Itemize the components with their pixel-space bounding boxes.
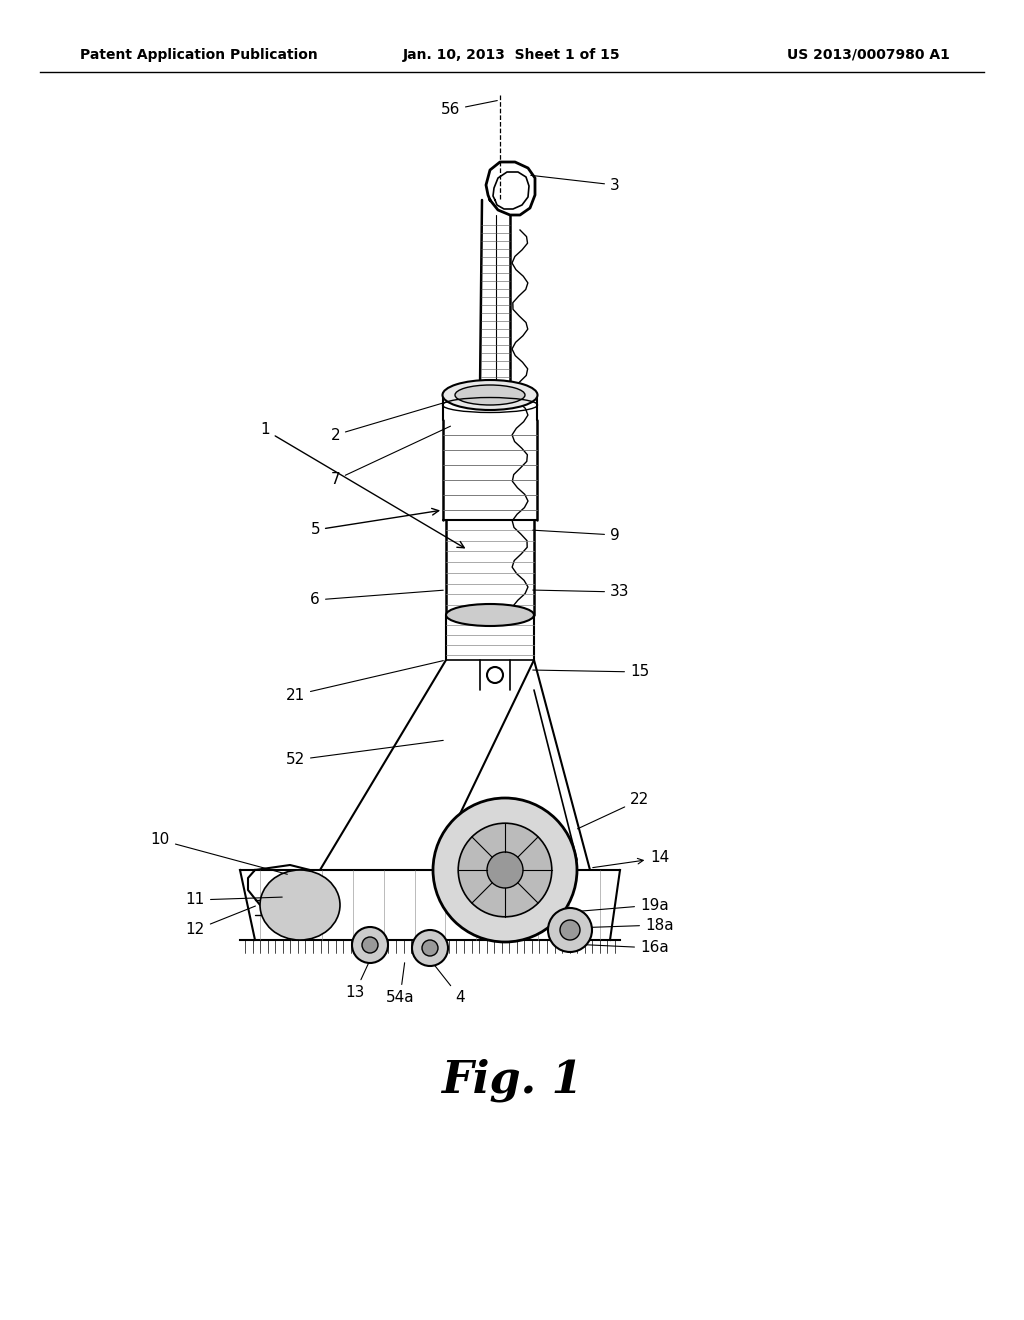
- Circle shape: [487, 667, 503, 682]
- Text: Fig. 1: Fig. 1: [441, 1059, 583, 1102]
- Text: 54a: 54a: [386, 962, 415, 1005]
- Text: 11: 11: [185, 892, 283, 908]
- Circle shape: [487, 851, 523, 888]
- Circle shape: [433, 799, 577, 942]
- Text: 13: 13: [345, 962, 369, 1001]
- Text: 3: 3: [530, 176, 620, 193]
- Text: 7: 7: [331, 426, 451, 487]
- Circle shape: [458, 824, 552, 917]
- Text: 16a: 16a: [572, 940, 669, 956]
- Text: Patent Application Publication: Patent Application Publication: [80, 48, 317, 62]
- Text: 56: 56: [440, 100, 498, 117]
- Ellipse shape: [446, 605, 534, 626]
- Text: 15: 15: [532, 664, 649, 680]
- Text: 6: 6: [310, 590, 443, 607]
- Ellipse shape: [442, 380, 538, 411]
- Text: 21: 21: [286, 660, 443, 702]
- Text: 14: 14: [593, 850, 670, 867]
- Text: 2: 2: [331, 396, 467, 442]
- Text: 52: 52: [286, 741, 443, 767]
- Text: US 2013/0007980 A1: US 2013/0007980 A1: [787, 48, 950, 62]
- Text: 10: 10: [151, 833, 288, 874]
- Text: 4: 4: [434, 964, 465, 1005]
- Text: Jan. 10, 2013  Sheet 1 of 15: Jan. 10, 2013 Sheet 1 of 15: [403, 48, 621, 62]
- Circle shape: [548, 908, 592, 952]
- Circle shape: [412, 931, 449, 966]
- Circle shape: [352, 927, 388, 964]
- Text: 12: 12: [185, 906, 255, 937]
- Text: 18a: 18a: [574, 917, 674, 932]
- Circle shape: [422, 940, 438, 956]
- Circle shape: [362, 937, 378, 953]
- Ellipse shape: [260, 870, 340, 940]
- Text: 19a: 19a: [572, 898, 669, 912]
- Text: 22: 22: [578, 792, 649, 829]
- Text: 1: 1: [260, 422, 464, 548]
- Circle shape: [560, 920, 580, 940]
- Ellipse shape: [455, 385, 525, 405]
- Text: 33: 33: [532, 585, 630, 599]
- Text: 5: 5: [310, 508, 438, 537]
- Text: 9: 9: [532, 528, 620, 543]
